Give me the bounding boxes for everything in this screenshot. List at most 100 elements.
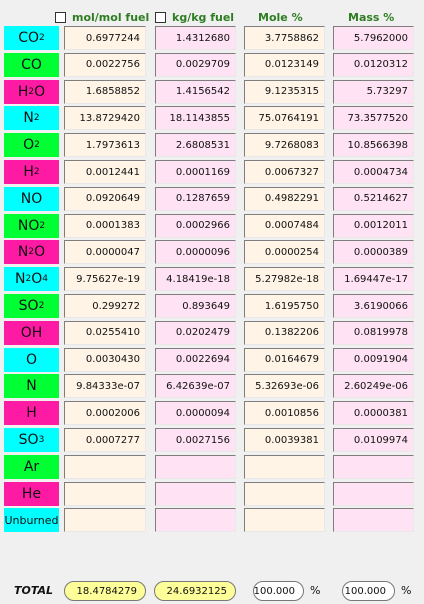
species-label: He xyxy=(4,481,59,506)
species-label: SO 3 xyxy=(4,428,59,452)
mass-percent-value xyxy=(333,481,414,506)
species-name: CO xyxy=(21,56,42,73)
species-name: SO xyxy=(18,298,39,314)
mol-fuel-value: 13.8729420 xyxy=(64,106,146,131)
kg-fuel-value: 0.0202479 xyxy=(155,320,236,345)
kg-fuel-value: 0.0000094 xyxy=(155,401,236,426)
mol-fuel-value xyxy=(64,454,146,479)
species-name: N xyxy=(15,271,26,288)
kg-fuel-value: 18.1143855 xyxy=(155,106,236,131)
species-name-tail: O xyxy=(31,271,43,288)
species-name: H xyxy=(26,405,37,422)
species-subscript: 2 xyxy=(33,113,40,124)
kg-fuel-value: 0.0027156 xyxy=(155,428,236,452)
mol-fuel-value: 0.0030430 xyxy=(64,347,146,372)
mass-percent-value: 10.8566398 xyxy=(333,133,414,158)
mole-percent-value: 0.1382206 xyxy=(244,320,325,345)
mol-fuel-value xyxy=(64,508,146,533)
mol-fuel-value: 0.299272 xyxy=(64,294,146,318)
mole-percent-value: 1.6195750 xyxy=(244,294,325,318)
mole-percent-value: 9.7268083 xyxy=(244,133,325,158)
mol-fuel-value: 0.6977244 xyxy=(64,26,146,50)
mole-percent-value: 3.7758862 xyxy=(244,26,325,50)
mole-percent-sign: % xyxy=(310,584,321,597)
species-subscript: 2 xyxy=(38,301,45,311)
mol-fuel-value: 1.6858852 xyxy=(64,79,146,104)
kg-fuel-value: 0.0022694 xyxy=(155,347,236,372)
mass-percent-value: 5.7962000 xyxy=(333,26,414,50)
species-label: NO 2 xyxy=(4,213,59,238)
species-name: NO xyxy=(20,190,43,207)
mol-fuel-checkbox[interactable] xyxy=(55,11,66,23)
species-label: Ar xyxy=(4,454,59,479)
species-label: O xyxy=(4,347,59,372)
species-subscript: 2 xyxy=(34,140,40,151)
kg-fuel-checkbox[interactable] xyxy=(155,11,166,23)
species-name: Ar xyxy=(23,458,40,475)
total-kg-field: 24.6932125 xyxy=(154,581,236,601)
mass-percent-value: 73.3577520 xyxy=(333,106,414,131)
species-subscript-2: 4 xyxy=(42,274,48,285)
mol-fuel-value: 0.0255410 xyxy=(64,320,146,345)
species-label: NO xyxy=(4,186,59,211)
species-name: O xyxy=(23,137,35,154)
mass-percent-value: 0.0012011 xyxy=(333,213,414,238)
header-mol-mol-fuel: mol/mol fuel xyxy=(55,9,149,25)
kg-fuel-value xyxy=(155,508,236,533)
mass-percent-value: 1.69447e-17 xyxy=(333,267,414,292)
total-label: TOTAL xyxy=(14,584,54,597)
mole-percent-value: 75.0764191 xyxy=(244,106,325,131)
kg-fuel-value: 6.42639e-07 xyxy=(155,374,236,399)
mole-percent-value xyxy=(244,508,325,533)
mol-fuel-value: 0.0000047 xyxy=(64,240,146,265)
species-name: O xyxy=(25,351,38,368)
kg-fuel-value: 0.0000096 xyxy=(155,240,236,265)
kg-fuel-value: 4.18419e-18 xyxy=(155,267,236,292)
mass-percent-value: 0.0109974 xyxy=(333,428,414,452)
mole-percent-value xyxy=(244,481,325,506)
mass-percent-value: 3.6190066 xyxy=(333,294,414,318)
mol-fuel-value: 0.0007277 xyxy=(64,428,146,452)
mole-percent-value: 0.0164679 xyxy=(244,347,325,372)
mole-percent-value: 9.1235315 xyxy=(244,79,325,104)
mass-percent-value: 5.73297 xyxy=(333,79,414,104)
mole-percent-value: 5.32693e-06 xyxy=(244,374,325,399)
mol-fuel-value: 0.0022756 xyxy=(64,52,146,77)
mass-percent-value: 0.0000389 xyxy=(333,240,414,265)
species-subscript: 2 xyxy=(39,33,45,43)
mole-percent-value: 0.0007484 xyxy=(244,213,325,238)
mass-percent-value xyxy=(333,454,414,479)
header-kg-kg-fuel: kg/kg fuel xyxy=(155,9,234,25)
mole-percent-value xyxy=(244,454,325,479)
mole-percent-value: 5.27982e-18 xyxy=(244,267,325,292)
species-name: H xyxy=(17,83,29,100)
header-mol-label: mol/mol fuel xyxy=(72,10,150,24)
mass-percent-value: 0.0000381 xyxy=(333,401,414,426)
species-name-tail: O xyxy=(34,83,46,100)
header-kg-label: kg/kg fuel xyxy=(172,10,235,24)
kg-fuel-value: 0.0002966 xyxy=(155,213,236,238)
mole-percent-value: 0.0067327 xyxy=(244,160,325,184)
species-subscript: 2 xyxy=(33,167,40,177)
species-name: N xyxy=(23,110,34,127)
species-subscript: 2 xyxy=(25,274,32,285)
species-name: NO xyxy=(17,217,40,234)
kg-fuel-value: 0.0029709 xyxy=(155,52,236,77)
species-name: OH xyxy=(20,324,43,341)
species-label: CO 2 xyxy=(4,26,59,50)
species-name: H xyxy=(23,164,34,180)
kg-fuel-value: 0.1287659 xyxy=(155,186,236,211)
mol-fuel-value: 1.7973613 xyxy=(64,133,146,158)
kg-fuel-value: 0.0001169 xyxy=(155,160,236,184)
mass-percent-value: 0.0819978 xyxy=(333,320,414,345)
species-name: N xyxy=(17,244,29,261)
mass-percent-value: 0.5214627 xyxy=(333,186,414,211)
kg-fuel-value: 2.6808531 xyxy=(155,133,236,158)
species-name-tail: O xyxy=(34,244,46,261)
mol-fuel-value xyxy=(64,481,146,506)
